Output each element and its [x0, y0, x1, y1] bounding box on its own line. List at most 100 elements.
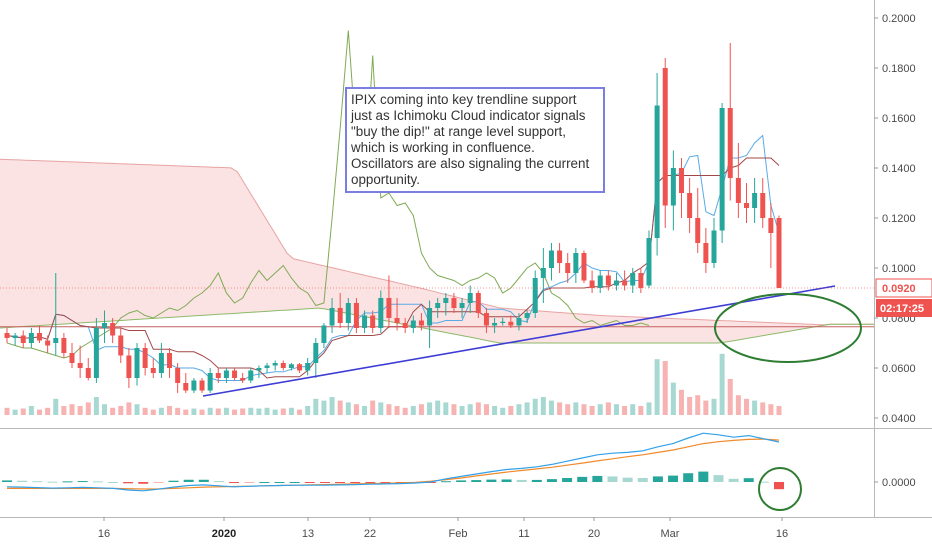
- candle-body: [248, 370, 254, 381]
- x-tick-label: 11: [518, 528, 529, 540]
- current-price-box: [875, 278, 932, 298]
- volume-bar: [329, 397, 335, 415]
- volume-bar: [719, 353, 725, 415]
- y-tick-label: 0.0400: [882, 413, 916, 425]
- candle-body: [280, 363, 286, 368]
- histogram-bar: [274, 482, 285, 483]
- volume-bar: [207, 407, 213, 415]
- volume-bar: [605, 402, 611, 415]
- candle-body: [459, 303, 465, 308]
- candle-body: [646, 238, 652, 286]
- candle-body: [695, 218, 701, 243]
- histogram-bar: [229, 482, 240, 483]
- volume-bar: [565, 404, 571, 415]
- volume-bar: [540, 397, 546, 415]
- volume-bar: [451, 404, 457, 415]
- histogram-bar: [92, 481, 103, 483]
- volume-bar: [167, 406, 173, 415]
- volume-bar: [150, 409, 156, 415]
- candle-body: [223, 370, 229, 378]
- candle-body: [435, 303, 441, 308]
- volume-bar: [20, 408, 26, 415]
- y-tick-label: 0.1000: [882, 263, 916, 275]
- volume-bar: [345, 402, 351, 415]
- volume-bar: [548, 400, 554, 415]
- candle-body: [85, 368, 91, 378]
- annotation-text-box: IPIX coming into key trendline support j…: [345, 87, 605, 193]
- volume-bar: [597, 404, 603, 415]
- candle-body: [167, 353, 173, 368]
- candle-body: [102, 323, 108, 328]
- candle-body: [565, 263, 571, 273]
- candle-body: [305, 363, 311, 371]
- histogram-bar: [107, 482, 118, 483]
- candle-body: [402, 323, 408, 328]
- x-tick-label: Mar: [661, 528, 680, 540]
- macd-line: [6, 432, 780, 492]
- volume-bar: [402, 407, 408, 415]
- histogram-bar: [2, 480, 12, 482]
- candle-body: [557, 250, 563, 263]
- volume-bar: [378, 402, 384, 415]
- volume-bar: [370, 400, 376, 415]
- histogram-bar: [622, 477, 633, 482]
- candle-body: [483, 313, 489, 326]
- histogram-bar: [198, 479, 209, 482]
- candle-body: [687, 193, 693, 218]
- volume-bar: [272, 409, 278, 415]
- volume-bar: [662, 361, 668, 415]
- candle-body: [540, 268, 546, 278]
- volume-bar: [142, 407, 148, 415]
- volume-bar: [134, 404, 140, 415]
- candle-body: [630, 273, 636, 286]
- candle-body: [272, 363, 278, 366]
- candle-body: [215, 373, 221, 378]
- histogram-bar: [698, 471, 709, 482]
- candle-body: [207, 373, 213, 391]
- y-tick-label: 0.1400: [882, 163, 916, 175]
- volume-bar: [215, 408, 221, 415]
- histogram-bar: [516, 479, 527, 482]
- volume-bar: [630, 404, 636, 415]
- volume-bar: [321, 400, 327, 415]
- volume-bar: [492, 406, 498, 415]
- volume-bar: [240, 408, 246, 415]
- candle-body: [654, 105, 660, 238]
- volume-bar: [183, 409, 189, 415]
- volume-bar: [353, 404, 359, 415]
- x-tick-label: 13: [302, 528, 314, 540]
- candle-body: [321, 325, 327, 343]
- volume-bar: [613, 404, 619, 415]
- volume-bar: [703, 400, 709, 415]
- candle-body: [573, 253, 579, 273]
- x-tick-label: 2020: [212, 528, 236, 540]
- volume-bar: [638, 406, 644, 415]
- histogram-bar: [244, 482, 255, 483]
- volume-bar: [232, 409, 238, 415]
- candle-body: [313, 343, 319, 363]
- histogram-bar: [62, 481, 73, 483]
- histogram-bar: [486, 479, 497, 482]
- candle-body: [337, 308, 343, 323]
- candle-body: [142, 348, 148, 368]
- countdown-box: [876, 299, 932, 317]
- candle-body: [662, 68, 668, 206]
- histogram-bar: [774, 482, 784, 490]
- candle-body: [418, 320, 424, 326]
- histogram-bar: [562, 478, 573, 482]
- candle-body: [532, 278, 538, 313]
- volume-bar: [199, 409, 205, 415]
- volume-bar: [735, 395, 741, 415]
- candle-body: [670, 168, 676, 206]
- volume-bar: [670, 382, 676, 415]
- volume-bar: [418, 404, 424, 415]
- histogram-bar: [77, 481, 88, 483]
- x-tick-label: 16: [98, 528, 110, 540]
- histogram-bar: [758, 481, 769, 483]
- histogram-bar: [304, 482, 315, 483]
- candle-body: [175, 368, 181, 383]
- candle-body: [548, 250, 554, 268]
- cloud-leading-span-b: [0, 307, 874, 344]
- candle-body: [4, 333, 10, 338]
